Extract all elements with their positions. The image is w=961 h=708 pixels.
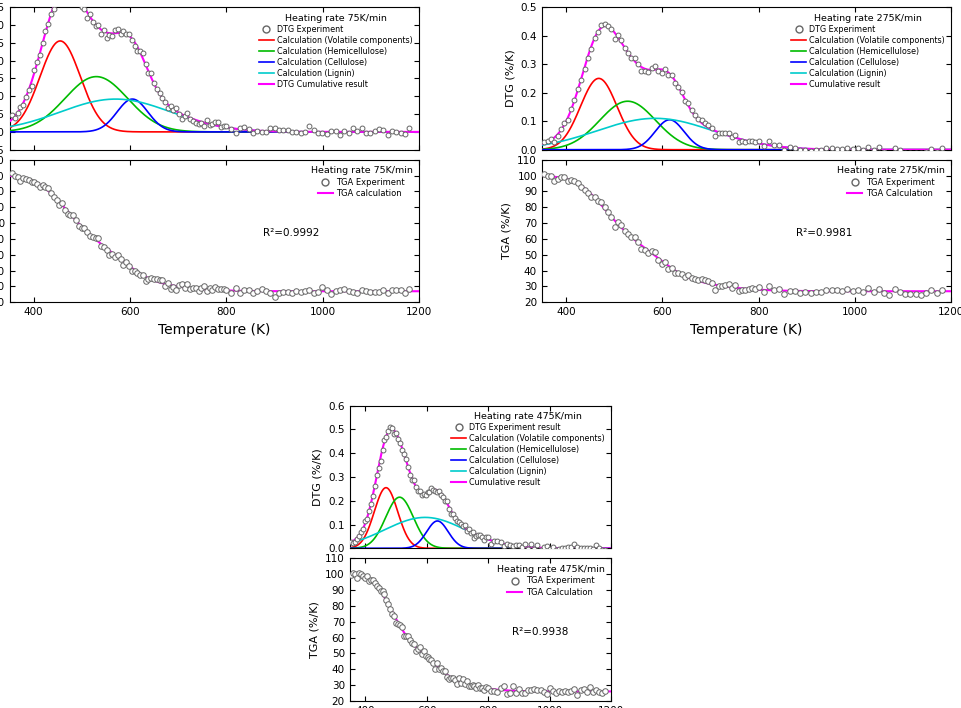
Legend: TGA Experiment, TGA Calculation: TGA Experiment, TGA Calculation	[834, 164, 948, 201]
DTG Experiment	[395, 129, 407, 137]
DTG Experiment result	[600, 545, 611, 554]
Legend: DTG Experiment result, Calculation (Volatile components), Calculation (Hemicellu: DTG Experiment result, Calculation (Vola…	[449, 410, 607, 490]
Line: DTG Experiment result: DTG Experiment result	[349, 425, 607, 552]
DTG Experiment	[98, 25, 110, 34]
Y-axis label: TGA (%/K): TGA (%/K)	[502, 202, 512, 259]
Text: R²=0.9992: R²=0.9992	[263, 228, 320, 238]
DTG Experiment	[299, 127, 310, 136]
DTG Experiment result	[597, 546, 608, 554]
DTG Experiment	[538, 137, 550, 146]
X-axis label: Temperature (K): Temperature (K)	[159, 323, 271, 337]
DTG Experiment result	[488, 537, 500, 546]
DTG Experiment	[193, 119, 205, 127]
DTG Experiment	[883, 149, 895, 158]
Y-axis label: DTG (%/K): DTG (%/K)	[312, 448, 323, 506]
Legend: DTG Experiment, Calculation (Volatile components), Calculation (Hemicellulose), : DTG Experiment, Calculation (Volatile co…	[257, 11, 415, 91]
DTG Experiment	[605, 25, 617, 33]
DTG Experiment	[334, 131, 346, 139]
DTG Experiment	[404, 123, 415, 132]
DTG Experiment	[936, 144, 948, 152]
DTG Experiment	[904, 148, 916, 156]
DTG Experiment	[619, 44, 630, 52]
DTG Experiment result	[461, 527, 473, 535]
X-axis label: Temperature (K): Temperature (K)	[690, 323, 802, 337]
DTG Experiment	[599, 20, 610, 28]
DTG Experiment	[921, 147, 932, 156]
DTG Experiment result	[384, 423, 396, 431]
Text: R²=0.9938: R²=0.9938	[512, 627, 568, 636]
Y-axis label: TGA (%/K): TGA (%/K)	[309, 601, 319, 658]
DTG Experiment	[740, 138, 752, 147]
Legend: TGA Experiment, TGA Calculation: TGA Experiment, TGA Calculation	[494, 562, 607, 600]
Line: DTG Experiment: DTG Experiment	[542, 21, 945, 156]
DTG Experiment	[247, 128, 259, 137]
Y-axis label: DTG (%/K): DTG (%/K)	[505, 50, 515, 108]
DTG Experiment	[7, 111, 18, 120]
Legend: DTG Experiment, Calculation (Volatile components), Calculation (Hemicellulose), : DTG Experiment, Calculation (Volatile co…	[789, 11, 948, 91]
DTG Experiment result	[463, 525, 475, 533]
Line: DTG Experiment: DTG Experiment	[10, 0, 412, 138]
DTG Experiment result	[361, 515, 373, 523]
Legend: TGA Experiment, TGA calculation: TGA Experiment, TGA calculation	[308, 164, 415, 201]
DTG Experiment	[713, 129, 725, 137]
DTG Experiment result	[407, 476, 418, 484]
DTG Experiment result	[345, 538, 357, 547]
DTG Experiment result	[418, 490, 430, 498]
DTG Experiment	[79, 4, 90, 13]
Text: R²=0.9981: R²=0.9981	[796, 228, 852, 238]
